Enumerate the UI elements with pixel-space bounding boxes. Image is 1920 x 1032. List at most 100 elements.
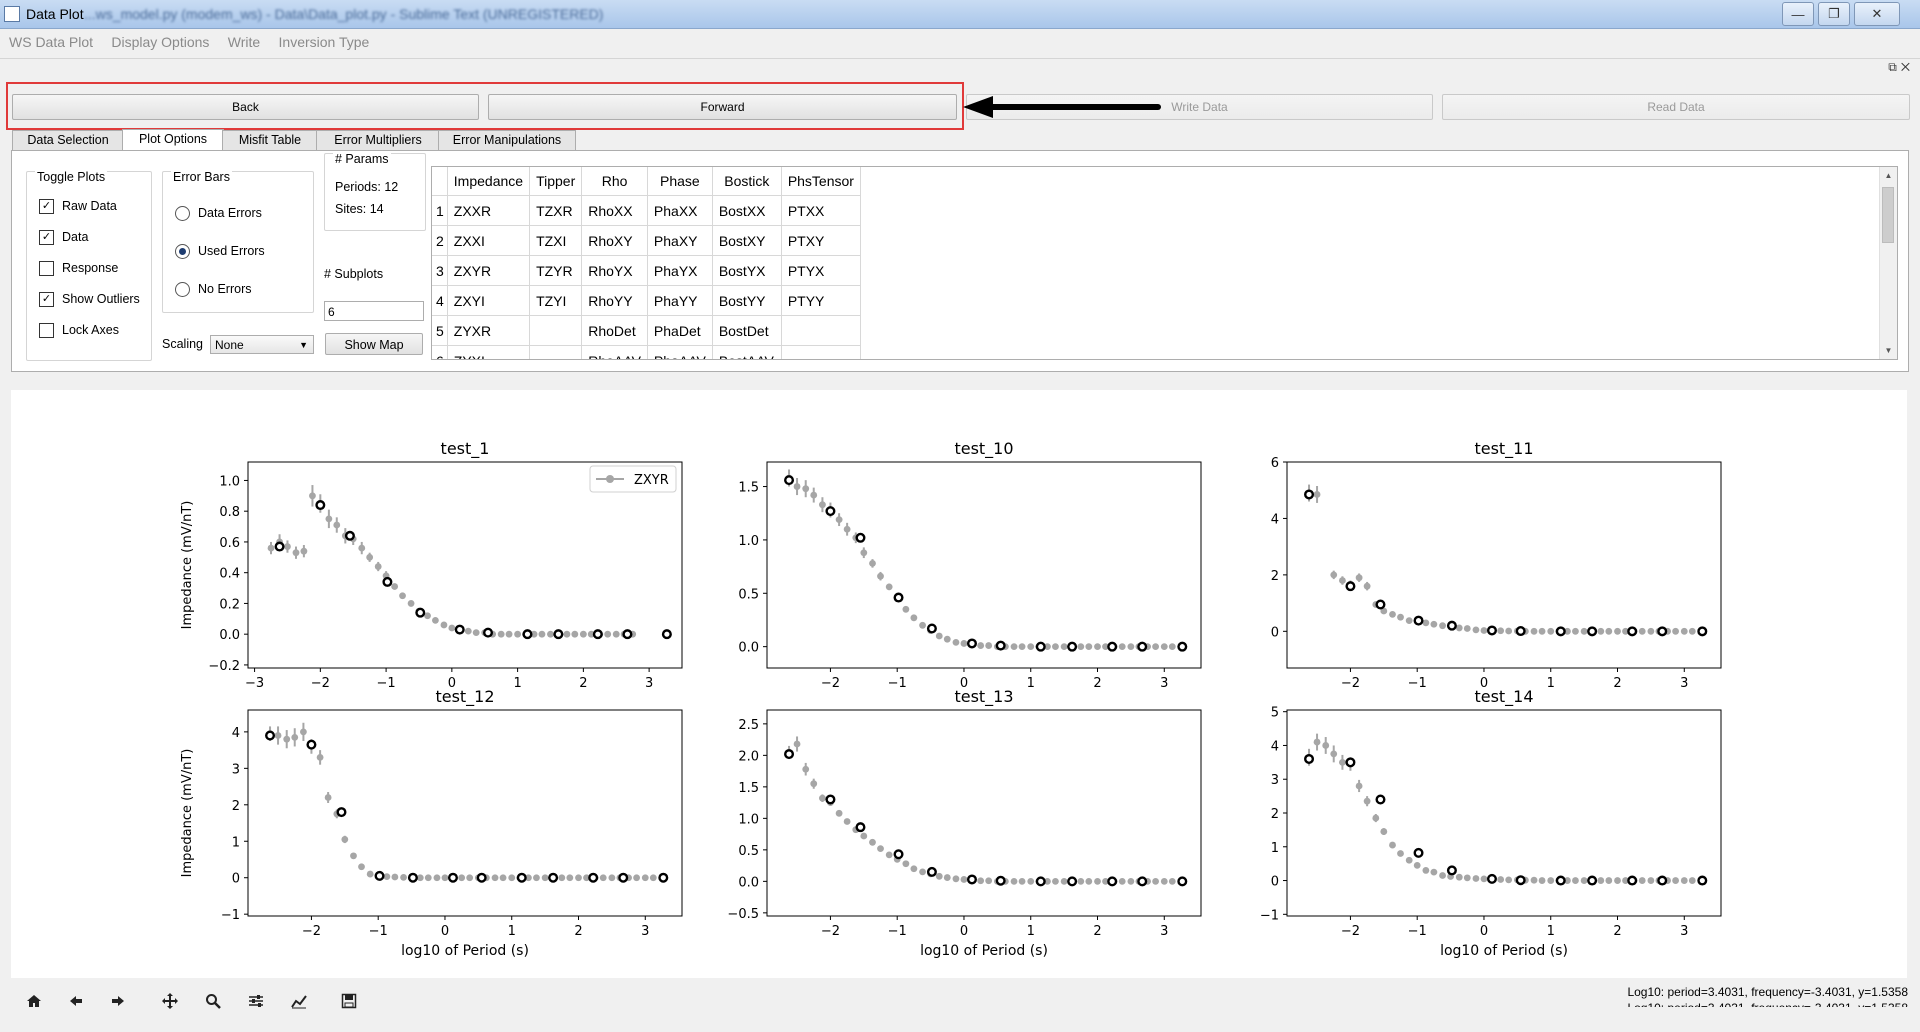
edit-axes-icon[interactable] <box>285 988 313 1014</box>
table-cell[interactable]: BostDet <box>712 315 782 346</box>
table-cell[interactable]: ZXXR <box>447 195 531 226</box>
column-header[interactable]: Impedance <box>447 167 531 196</box>
no-errors-radio[interactable]: No Errors <box>175 281 251 297</box>
back-button[interactable]: Back <box>12 94 479 120</box>
tab-error-multipliers[interactable]: Error Multipliers <box>316 130 440 150</box>
menu-display-options[interactable]: Display Options <box>111 34 210 50</box>
column-header[interactable]: Phase <box>647 167 713 196</box>
table-cell[interactable]: BostYY <box>712 285 782 316</box>
table-cell[interactable]: PhaDet <box>647 315 713 346</box>
table-cell[interactable]: RhoXY <box>581 225 648 256</box>
checkbox-box[interactable]: ✓ <box>39 291 54 307</box>
plot-canvas[interactable]: test_1 −3 −2 −1 0 1 2 3 −0.2 0.0 0.2 0.4 0.6 0.8 1.0 Im… <box>11 390 1907 978</box>
back-arrow-icon[interactable] <box>62 988 90 1014</box>
menu-ws-data-plot[interactable]: WS Data Plot <box>9 34 94 50</box>
table-cell[interactable]: TZYR <box>529 255 583 286</box>
table-cell[interactable]: RhoYY <box>581 285 648 316</box>
table-cell[interactable]: PhaXX <box>647 195 713 226</box>
data-errors-radio[interactable]: Data Errors <box>175 205 262 221</box>
table-cell[interactable]: ZXXI <box>447 225 531 256</box>
raw-data-checkbox[interactable]: ✓ Raw Data <box>39 198 117 214</box>
column-header[interactable]: PhsTensor <box>781 167 861 196</box>
dock-float-close-icons[interactable]: ⧉✕ <box>1888 60 1914 74</box>
forward-button[interactable]: Forward <box>488 94 957 120</box>
table-cell[interactable]: BostXY <box>712 225 782 256</box>
radio-circle[interactable] <box>175 281 190 297</box>
tab-data-selection[interactable]: Data Selection <box>12 130 124 150</box>
table-cell[interactable]: PTYX <box>781 255 861 286</box>
lock-axes-checkbox[interactable]: Lock Axes <box>39 322 119 338</box>
checkbox-box[interactable] <box>39 322 54 338</box>
axes-frame <box>766 461 1202 669</box>
table-cell[interactable] <box>781 345 861 359</box>
table-cell[interactable]: PTXX <box>781 195 861 226</box>
table-cell[interactable]: ZYXR <box>447 315 531 346</box>
table-cell[interactable]: TZXI <box>529 225 583 256</box>
table-cell[interactable]: PTXY <box>781 225 861 256</box>
table-cell[interactable]: ZYXI <box>447 345 531 359</box>
read-data-button[interactable]: Read Data <box>1442 94 1910 120</box>
table-cell[interactable]: BostXX <box>712 195 782 226</box>
scaling-select[interactable]: None ▼ <box>210 335 314 354</box>
data-type-table[interactable]: Impedance Tipper Rho Phase Bostick PhsTe… <box>431 166 1898 360</box>
raw-data-point <box>1322 742 1330 749</box>
home-icon[interactable] <box>20 988 48 1014</box>
tab-plot-options[interactable]: Plot Options <box>122 129 224 151</box>
raw-data-point <box>835 809 843 817</box>
tab-error-manipulations[interactable]: Error Manipulations <box>438 130 576 150</box>
table-cell[interactable]: BostAAV <box>712 345 782 359</box>
raw-data-point <box>608 874 616 882</box>
checkbox-box[interactable]: ✓ <box>39 198 54 214</box>
subplots-input[interactable]: 6 <box>324 301 424 321</box>
pan-icon[interactable] <box>156 988 184 1014</box>
table-cell[interactable]: PTYY <box>781 285 861 316</box>
save-icon[interactable] <box>335 988 363 1014</box>
menu-inversion-type[interactable]: Inversion Type <box>278 34 370 50</box>
scroll-down-icon[interactable]: ▼ <box>1884 346 1893 355</box>
table-cell[interactable]: RhoDet <box>581 315 648 346</box>
table-cell[interactable]: ZXYR <box>447 255 531 286</box>
column-header[interactable]: Bostick <box>712 167 782 196</box>
raw-data-point <box>1397 850 1404 857</box>
table-cell[interactable]: PhaYX <box>647 255 713 286</box>
scroll-up-icon[interactable]: ▲ <box>1884 171 1893 180</box>
column-header[interactable]: Tipper <box>529 167 583 196</box>
table-cell[interactable]: RhoYX <box>581 255 648 286</box>
table-scrollbar[interactable]: ▲ ▼ <box>1879 167 1897 359</box>
table-cell[interactable]: ZXYI <box>447 285 531 316</box>
show-map-button[interactable]: Show Map <box>325 333 423 355</box>
table-cell[interactable]: PhaXY <box>647 225 713 256</box>
menu-write[interactable]: Write <box>227 34 261 50</box>
table-cell[interactable]: RhoAAV <box>581 345 648 359</box>
tab-misfit-table[interactable]: Misfit Table <box>222 130 318 150</box>
column-header[interactable]: Rho <box>581 167 648 196</box>
radio-circle[interactable] <box>175 243 190 259</box>
subplots-config-icon[interactable] <box>242 988 270 1014</box>
radio-circle[interactable] <box>175 205 190 221</box>
checkbox-box[interactable]: ✓ <box>39 229 54 245</box>
scaling-value: None <box>215 338 244 352</box>
used-errors-radio[interactable]: Used Errors <box>175 243 265 259</box>
raw-data-point <box>300 728 307 736</box>
zoom-icon[interactable] <box>199 988 227 1014</box>
response-checkbox[interactable]: Response <box>39 260 118 276</box>
checkbox-box[interactable] <box>39 260 54 276</box>
show-outliers-checkbox[interactable]: ✓ Show Outliers <box>39 291 140 307</box>
data-checkbox[interactable]: ✓ Data <box>39 229 88 245</box>
table-cell[interactable]: RhoXX <box>581 195 648 226</box>
minimize-button[interactable]: — <box>1782 2 1814 26</box>
close-button[interactable]: ✕ <box>1854 2 1900 26</box>
raw-data-point <box>985 877 993 885</box>
table-cell[interactable] <box>529 315 583 346</box>
table-cell[interactable] <box>781 315 861 346</box>
table-cell[interactable]: BostYX <box>712 255 782 286</box>
scrollbar-thumb[interactable] <box>1882 187 1894 243</box>
window-title: Data Plot <box>26 6 84 22</box>
table-cell[interactable] <box>529 345 583 359</box>
table-cell[interactable]: TZXR <box>529 195 583 226</box>
forward-arrow-icon[interactable] <box>104 988 132 1014</box>
maximize-button[interactable]: ❐ <box>1818 2 1850 26</box>
table-cell[interactable]: TZYI <box>529 285 583 316</box>
table-cell[interactable]: PhaAAV <box>647 345 713 359</box>
table-cell[interactable]: PhaYY <box>647 285 713 316</box>
